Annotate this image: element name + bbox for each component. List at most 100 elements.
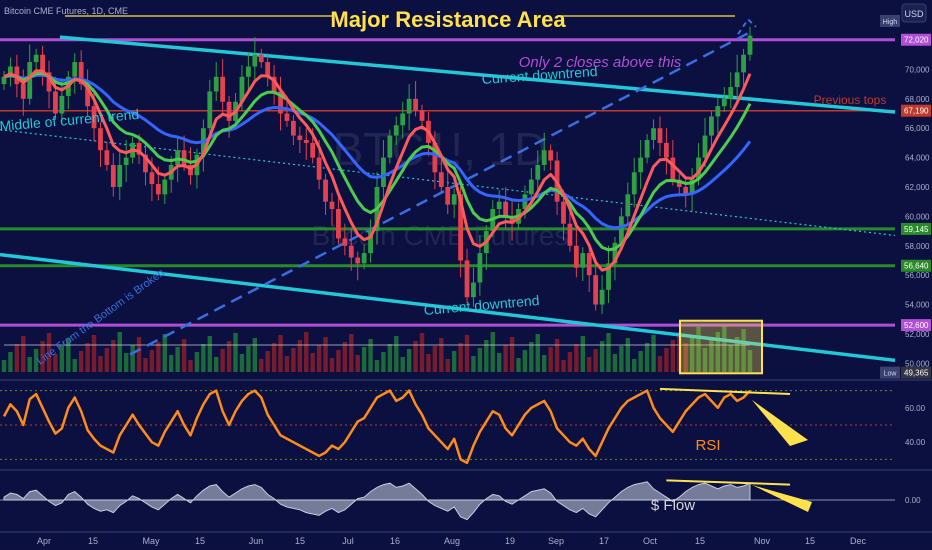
volume-bar: [400, 357, 405, 372]
volume-bar: [188, 360, 193, 372]
candle-body: [670, 157, 676, 180]
candle-body: [207, 91, 213, 129]
volume-bar: [535, 334, 540, 372]
volume-bar: [8, 352, 13, 372]
volume-bar: [40, 341, 45, 372]
volume-bar: [246, 346, 251, 372]
volume-bar: [419, 333, 425, 372]
volume-bar: [181, 339, 187, 372]
volume-bar: [619, 346, 624, 372]
volume-bar: [297, 340, 303, 372]
x-tick-label: 15: [195, 536, 205, 546]
volume-bar: [310, 353, 315, 372]
volume-bar: [445, 359, 450, 372]
candle-body: [258, 54, 264, 63]
candle-body: [361, 253, 367, 264]
volume-bar: [689, 335, 695, 372]
volume-bar: [381, 352, 386, 372]
candle-body: [419, 110, 425, 121]
candle-body: [85, 84, 91, 107]
candle-body: [522, 194, 528, 210]
volume-bar: [651, 335, 656, 372]
volume-bar: [265, 351, 270, 372]
volume-bar: [259, 359, 264, 372]
candle-body: [310, 142, 316, 158]
price-label-tag: [901, 33, 931, 46]
candle-body: [689, 179, 695, 195]
candle-body: [464, 260, 470, 298]
x-tick-label: Jul: [342, 536, 354, 546]
candle-body: [188, 164, 193, 176]
candle-body: [413, 98, 418, 111]
volume-bar: [323, 337, 328, 372]
volume-bar: [683, 343, 688, 372]
candle-body: [297, 135, 303, 140]
volume-bar: [175, 347, 180, 372]
volume-bar: [567, 352, 573, 372]
volume-bar: [464, 335, 470, 372]
x-tick-label: 19: [505, 536, 515, 546]
axis-layer: 50,000 52,000 54,000 56,000 58,000 60,000 62,0…: [37, 14, 931, 546]
candle-body: [747, 35, 753, 55]
rsi-layer: RSI 40.00 60.00: [0, 387, 926, 465]
candle-body: [657, 128, 663, 143]
x-tick-label: 17: [599, 536, 609, 546]
volume-bar: [342, 342, 348, 372]
volume-bar: [387, 344, 393, 372]
currency-badge[interactable]: USD: [901, 3, 927, 23]
volume-bar: [368, 339, 373, 372]
flow-arrow: [752, 485, 812, 512]
candle-body: [46, 72, 52, 92]
candle-body: [432, 142, 438, 173]
closes-annotation: Only 2 closes above this: [519, 54, 682, 71]
candle-body: [387, 135, 393, 158]
candle-body: [284, 113, 290, 121]
volume-highlight-box: [679, 319, 763, 375]
x-tick-label: 15: [88, 536, 98, 546]
candle-body: [239, 76, 245, 102]
volume-bar: [471, 356, 476, 372]
volume-bar: [123, 353, 129, 372]
candle-body: [477, 253, 483, 283]
candle-body: [8, 66, 13, 77]
volume-layer: [1, 324, 753, 372]
candle-body: [20, 84, 26, 99]
volume-bar: [53, 354, 58, 372]
volume-bar: [490, 332, 495, 372]
volume-bar: [432, 346, 438, 372]
price-label-text: 52,600: [904, 321, 929, 330]
volume-bar: [542, 355, 547, 372]
volume-bar: [574, 344, 579, 372]
volume-bar: [522, 350, 528, 372]
volume-bar: [136, 337, 142, 372]
instrument-label: Bitcoin CME Futures, 1D, CME: [4, 6, 128, 16]
volume-bar: [477, 348, 483, 372]
high-badge: [880, 14, 900, 27]
candle-body: [438, 172, 444, 187]
candle-body: [1, 76, 7, 85]
volume-bar: [394, 336, 399, 372]
currency-badge-label: USD: [904, 9, 924, 19]
volume-bar: [670, 340, 676, 372]
price-tick-label: 54,000: [905, 301, 930, 310]
candle-body: [245, 66, 251, 77]
flow-divergence-line: [666, 479, 791, 486]
volume-bar: [143, 358, 148, 372]
volume-bar: [484, 340, 489, 372]
candle-body: [741, 54, 746, 73]
candle-body: [541, 150, 547, 165]
candle-body: [143, 154, 148, 173]
candle-body: [104, 150, 110, 165]
price-tick-label: 68,000: [905, 95, 930, 104]
candle-body: [91, 106, 97, 129]
price-label-text: 56,640: [904, 262, 929, 271]
volume-bar: [239, 354, 245, 372]
candle-body: [323, 179, 328, 202]
volume-bar: [374, 360, 380, 372]
volume-bar: [747, 350, 753, 372]
flow-area: [3, 481, 751, 521]
candle-body: [117, 164, 123, 187]
volume-bar: [413, 341, 418, 372]
price-tick-label: 62,000: [905, 183, 930, 192]
